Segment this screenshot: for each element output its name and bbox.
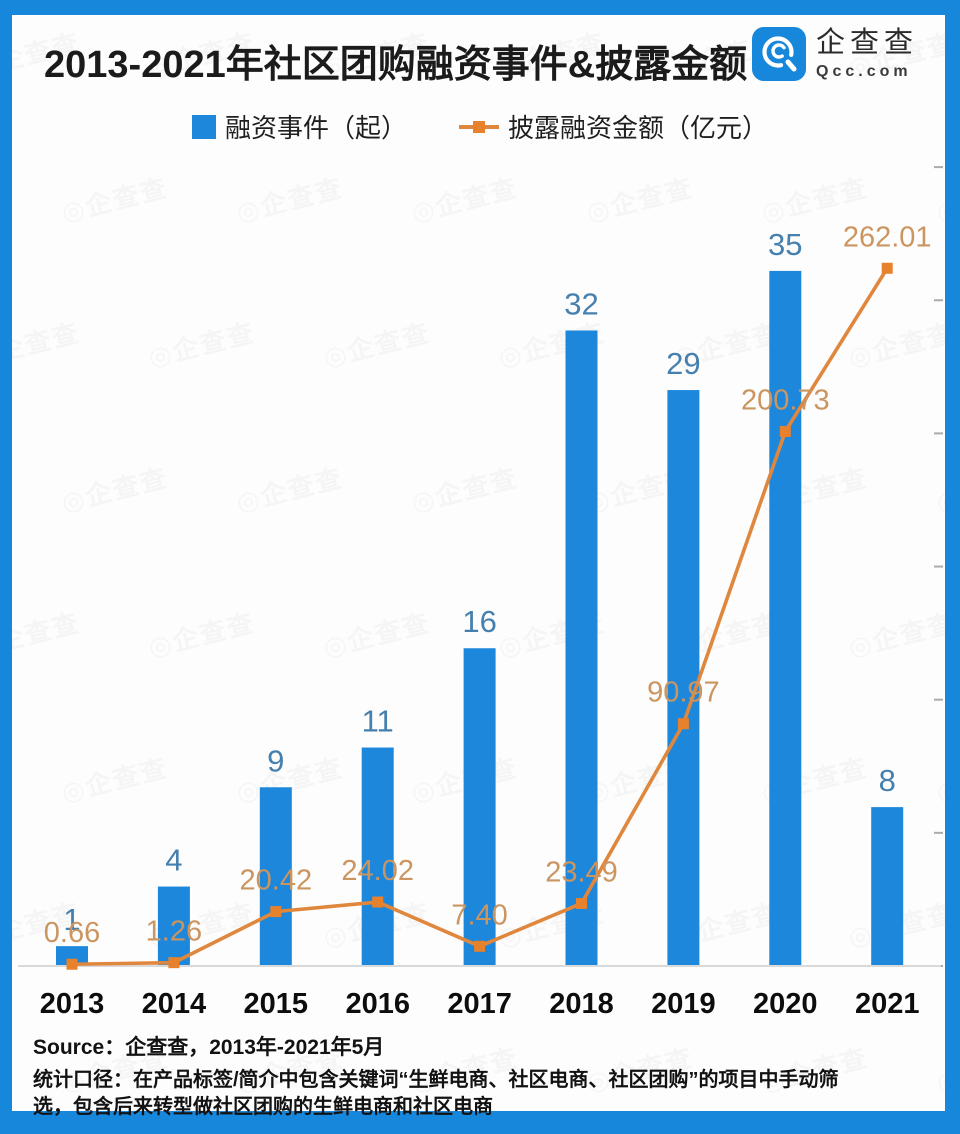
chart-legend: 融资事件（起） 披露融资金额（亿元） bbox=[0, 108, 960, 145]
logo-text: 企查查 Qcc.com bbox=[816, 26, 919, 80]
footer-notes: Source：企查查，2013年-2021年5月 统计口径：在产品标签/简介中包… bbox=[33, 1031, 933, 1121]
x-tick-label-2015: 2015 bbox=[244, 988, 309, 1018]
bar-2014 bbox=[157, 886, 190, 966]
bar-2018 bbox=[565, 330, 598, 967]
line-value-label: 24.02 bbox=[341, 855, 414, 887]
bar-value-label: 32 bbox=[564, 286, 598, 321]
bar-2021 bbox=[871, 807, 904, 966]
logo-domain: Qcc.com bbox=[816, 62, 912, 80]
line-value-label: 262.01 bbox=[843, 221, 932, 253]
bar-series-swatch-icon bbox=[191, 114, 216, 139]
bar-value-label: 29 bbox=[666, 346, 700, 381]
line-marker-2015 bbox=[270, 906, 282, 918]
x-tick-label-2016: 2016 bbox=[345, 988, 410, 1018]
page-title: 2013-2021年社区团购融资事件&披露金额 bbox=[44, 44, 748, 86]
bar-2017 bbox=[463, 648, 496, 966]
line-marker-2017 bbox=[474, 940, 486, 952]
line-marker-2018 bbox=[576, 897, 587, 909]
caliber-note-line-2: 选，包含后来转型做社区团购的生鲜电商和社区电商 bbox=[33, 1096, 493, 1118]
x-tick-label-2020: 2020 bbox=[753, 988, 818, 1018]
line-marker-2020 bbox=[779, 425, 791, 437]
source-line: Source：企查查，2013年-2021年5月 bbox=[33, 1036, 385, 1059]
bar-value-label: 11 bbox=[362, 704, 394, 739]
logo-brand-name: 企查查 bbox=[816, 26, 919, 59]
line-value-label: 90.97 bbox=[647, 677, 720, 709]
chart-area: 1 4 9 11 16 32 29 35 8 0.66 1.26 20.42 24.02 7.40 23.4… bbox=[12, 160, 945, 1020]
brand-logo: 企查查 Qcc.com bbox=[752, 27, 918, 81]
line-value-label: 20.42 bbox=[240, 865, 313, 897]
line-value-label: 0.66 bbox=[44, 917, 100, 949]
qcc-magnifier-icon bbox=[752, 27, 806, 81]
line-marker-2013 bbox=[66, 958, 78, 970]
line-marker-2019 bbox=[677, 718, 689, 730]
line-marker-2014 bbox=[168, 957, 180, 969]
legend-label-bar: 融资事件（起） bbox=[224, 113, 407, 143]
bar-value-label: 16 bbox=[462, 604, 496, 639]
x-tick-label-2014: 2014 bbox=[142, 988, 207, 1018]
line-value-label: 7.40 bbox=[451, 899, 507, 931]
line-value-label: 200.73 bbox=[741, 384, 830, 416]
x-tick-label-2013: 2013 bbox=[40, 988, 105, 1018]
line-value-label: 1.26 bbox=[146, 916, 202, 948]
x-tick-label-2019: 2019 bbox=[651, 988, 716, 1018]
bar-value-label: 4 bbox=[165, 843, 182, 878]
legend-item-bar-series: 融资事件（起） bbox=[191, 108, 407, 145]
legend-label-line: 披露融资金额（亿元） bbox=[508, 113, 769, 143]
combo-chart-svg: 1 4 9 11 16 32 29 35 8 0.66 1.26 20.42 24.02 7.40 23.4… bbox=[18, 166, 943, 1020]
bar-value-label: 8 bbox=[879, 763, 896, 798]
bar-value-label: 9 bbox=[267, 743, 284, 778]
bar-2016 bbox=[361, 747, 394, 966]
bar-2013 bbox=[56, 946, 88, 966]
x-tick-label-2018: 2018 bbox=[549, 988, 614, 1018]
bar-value-label: 1 bbox=[63, 902, 80, 937]
caliber-note-line-1: 统计口径：在产品标签/简介中包含关键词“生鲜电商、社区电商、社区团购”的项目中手… bbox=[33, 1069, 839, 1091]
bar-2015 bbox=[259, 787, 292, 966]
bar-value-label: 35 bbox=[768, 227, 802, 262]
bar-2019 bbox=[667, 390, 700, 966]
x-tick-label-2017: 2017 bbox=[447, 988, 512, 1018]
line-series-swatch-icon bbox=[459, 115, 499, 139]
legend-item-line-series: 披露融资金额（亿元） bbox=[459, 108, 768, 145]
line-marker-2021 bbox=[881, 262, 893, 274]
line-value-label: 23.49 bbox=[545, 856, 618, 888]
line-marker-2016 bbox=[372, 896, 384, 908]
bar-2020 bbox=[769, 270, 802, 966]
x-tick-label-2021: 2021 bbox=[855, 988, 920, 1018]
